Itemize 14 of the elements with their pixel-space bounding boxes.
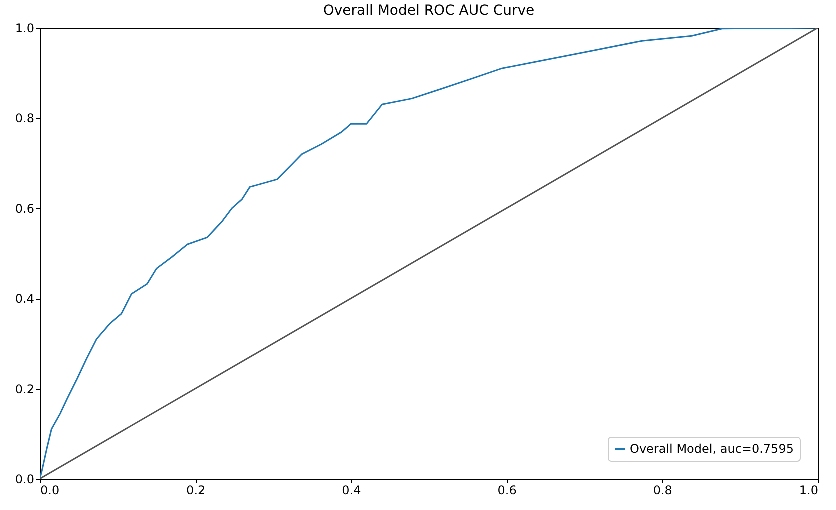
y-tick-label: 0.6 xyxy=(15,202,34,216)
x-tick-label: 0.6 xyxy=(498,484,517,498)
x-tick-label: 0.4 xyxy=(342,484,362,498)
x-tick-label: 1.0 xyxy=(799,484,818,498)
x-tick-label: 0.0 xyxy=(40,484,60,498)
chart-title: Overall Model ROC AUC Curve xyxy=(323,3,535,19)
y-tick-label: 0.2 xyxy=(15,382,34,396)
x-tick-label: 0.8 xyxy=(653,484,672,498)
y-tick-label: 0.4 xyxy=(15,292,34,306)
y-tick-label: 1.0 xyxy=(15,22,34,36)
x-tick-label: 0.2 xyxy=(186,484,206,498)
y-tick-label: 0.0 xyxy=(15,472,34,486)
legend-label: Overall Model, auc=0.7595 xyxy=(630,442,794,456)
y-tick-label: 0.8 xyxy=(15,112,34,126)
